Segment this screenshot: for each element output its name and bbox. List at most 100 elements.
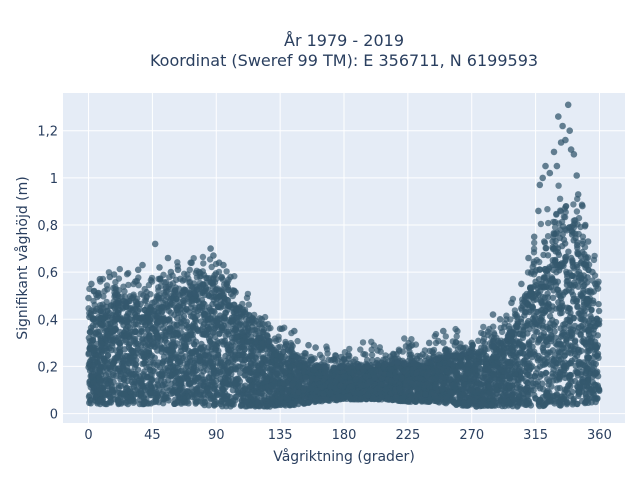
scatter-point [570,314,577,321]
scatter-point [205,402,212,409]
scatter-point [240,394,247,401]
scatter-point [124,367,131,374]
scatter-point [544,325,552,332]
scatter-point [280,380,287,387]
scatter-point [259,340,266,347]
scatter-point [192,338,200,345]
scatter-point [515,376,522,384]
scatter-point [115,365,122,372]
scatter-point [524,392,532,399]
scatter-point [295,397,302,404]
scatter-point [95,351,102,359]
scatter-point [497,366,504,373]
scatter-point [217,315,224,322]
scatter-point [221,315,229,322]
scatter-point [549,257,556,264]
scatter-point [231,364,239,371]
scatter-point [535,398,543,406]
scatter-point [560,260,567,267]
scatter-point [478,381,485,388]
scatter-point [542,268,550,275]
scatter-point [525,301,532,308]
scatter-point [474,373,481,380]
scatter-point [189,349,196,356]
scatter-point [471,366,478,373]
scatter-point [86,328,94,336]
scatter-point [201,310,208,318]
scatter-point [253,372,260,379]
scatter-point [583,394,590,401]
scatter-point [222,309,229,316]
scatter-point [356,390,364,397]
scatter-point [564,399,571,406]
scatter-point [544,399,551,406]
scatter-point [221,337,229,344]
scatter-point [163,384,170,391]
scatter-point [102,314,109,321]
scatter-point [503,373,511,380]
scatter-point [537,297,544,304]
scatter-point [530,386,537,394]
scatter-point [196,382,203,389]
scatter-point [531,314,539,321]
scatter-point [208,308,215,315]
scatter-point [551,328,558,335]
scatter-point [534,357,542,364]
scatter-point [254,344,261,351]
scatter-point [239,328,246,336]
scatter-point [102,358,109,365]
chart-subtitle: Koordinat (Sweref 99 TM): E 356711, N 61… [150,51,538,70]
scatter-point [443,368,451,375]
scatter-point [590,359,597,367]
scatter-point [175,309,182,317]
scatter-point [260,363,268,371]
scatter-point [432,383,439,390]
scatter-point [264,357,271,364]
scatter-point [557,310,564,317]
scatter-point [107,375,114,383]
scatter-point [302,379,310,386]
scatter-point [180,297,187,304]
scatter-point [174,359,181,366]
scatter-point [398,375,405,382]
scatter-point [555,369,562,376]
scatter-point [574,264,581,271]
scatter-point [165,316,173,323]
scatter-point [590,300,597,307]
scatter-point [160,318,167,325]
scatter-point [197,318,205,325]
scatter-point [545,381,552,388]
scatter-point [281,369,289,376]
scatter-point [532,328,539,335]
scatter-point [253,355,260,362]
scatter-point [127,346,134,353]
scatter-point [561,320,569,327]
scatter-point [561,289,568,296]
scatter-point [516,349,523,356]
scatter-point [122,352,129,360]
scatter-point [120,376,128,384]
scatter-point [493,353,500,360]
scatter-point [242,382,249,389]
scatter-point [490,370,497,378]
scatter-point [584,326,592,334]
scatter-point [546,277,553,285]
scatter-point [386,371,393,378]
scatter-point [126,310,133,318]
scatter-point [97,340,105,347]
scatter-point [553,269,560,276]
scatter-point [574,400,581,408]
scatter-point [588,307,595,314]
scatter-point [204,315,212,323]
scatter-point [112,373,120,380]
scatter-point [116,346,123,353]
scatter-point [133,373,140,381]
scatter-point [184,388,191,395]
scatter-point [300,386,307,393]
scatter-point [146,319,153,327]
scatter-point [577,271,584,279]
scatter-point [580,339,587,346]
scatter-point [588,338,595,345]
scatter-point [147,382,154,389]
scatter-point [215,351,222,359]
